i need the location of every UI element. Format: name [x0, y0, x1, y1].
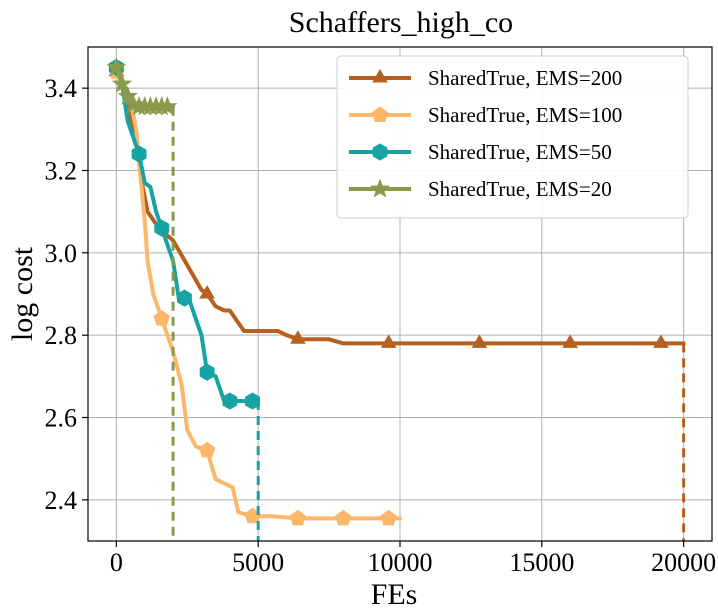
y-tick-label: 2.4	[45, 486, 78, 515]
y-axis-label: log cost	[6, 246, 39, 341]
series-marker	[154, 219, 170, 237]
x-tick-label: 0	[110, 548, 123, 577]
series-marker	[199, 363, 215, 381]
series-marker	[471, 334, 488, 348]
y-tick-label: 2.6	[45, 404, 78, 433]
series-line	[114, 65, 261, 404]
series-marker	[157, 96, 178, 116]
legend-swatch-marker	[372, 143, 388, 161]
x-tick-label: 15000	[509, 548, 574, 577]
series-marker	[117, 85, 138, 106]
y-tick-label: 3.4	[45, 74, 78, 103]
series-marker	[335, 509, 352, 526]
series-marker	[289, 509, 307, 526]
legend-swatch-marker	[372, 69, 388, 83]
x-tick-label: 5000	[232, 548, 284, 577]
series-marker	[245, 392, 260, 410]
legend-label: SharedTrue, EMS=200	[428, 66, 622, 90]
series-3	[108, 59, 261, 541]
legend-swatch-marker	[371, 106, 389, 122]
legend-item-4: SharedTrue, EMS=20	[349, 177, 612, 201]
series-marker	[653, 334, 669, 348]
series-marker	[562, 334, 578, 348]
x-tick-label: 10000	[368, 548, 433, 577]
y-tick-label: 3.0	[45, 239, 78, 268]
legend-box	[336, 55, 689, 219]
series-marker	[177, 289, 192, 307]
legend-item-3: SharedTrue, EMS=50	[349, 140, 612, 164]
legend-item-2: SharedTrue, EMS=100	[349, 103, 622, 127]
y-tick-label: 2.8	[45, 321, 78, 350]
series-4	[106, 56, 178, 541]
series-layer	[106, 56, 686, 541]
legend-label: SharedTrue, EMS=50	[428, 140, 612, 164]
series-marker	[106, 56, 127, 77]
series-marker	[222, 392, 238, 410]
x-tick-label: 20000	[651, 548, 716, 577]
legend-swatch-marker	[369, 178, 391, 198]
legend-label: SharedTrue, EMS=20	[428, 177, 612, 201]
series-marker	[131, 145, 147, 163]
series-marker	[380, 509, 397, 526]
legend: SharedTrue, EMS=200 SharedTrue, EMS=100 Sh…	[336, 55, 689, 219]
series-marker	[198, 441, 216, 458]
legend-item-1: SharedTrue, EMS=200	[349, 66, 622, 90]
series-marker	[153, 310, 170, 326]
y-tick-label: 3.2	[45, 157, 78, 186]
series-marker	[111, 73, 133, 93]
chart-title: Schaffers_high_co	[289, 6, 513, 39]
ticks: 0 5000 10000 15000 20000 2.4 2.6 2.8 3.0 3.2 3.4	[45, 74, 717, 577]
series-marker	[199, 285, 215, 299]
x-axis-label: FEs	[371, 578, 418, 611]
series-marker	[290, 330, 306, 344]
legend-label: SharedTrue, EMS=100	[428, 103, 622, 127]
series-marker	[380, 334, 397, 348]
